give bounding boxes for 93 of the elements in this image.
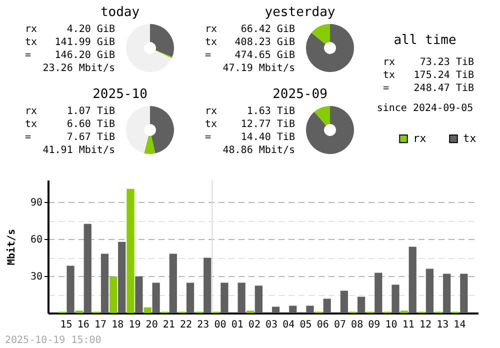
- x-tick-label: 03: [266, 320, 278, 330]
- donut-slice: [312, 24, 330, 44]
- x-tick-label: 08: [351, 320, 364, 330]
- text: = 7.67 TiB: [25, 132, 115, 143]
- x-tick-label: 18: [112, 320, 124, 330]
- text: all time: [394, 33, 456, 48]
- text: 2025-10-19 15:00: [5, 335, 102, 346]
- text: = 14.40 TiB: [205, 132, 295, 143]
- bar: [306, 306, 314, 313]
- donut-slice: [150, 106, 174, 154]
- text: rx 66.42 GiB: [205, 24, 295, 35]
- x-tick-label: 10: [385, 320, 398, 330]
- legend-label: rx: [413, 132, 427, 145]
- bar: [272, 306, 280, 313]
- bar: [426, 268, 434, 313]
- text: = 474.65 GiB: [205, 50, 295, 61]
- chart-title: yesterday: [264, 5, 336, 20]
- bar: [84, 224, 92, 313]
- bar: [323, 298, 331, 313]
- bar: [254, 286, 262, 313]
- text: tx 141.99 GiB: [25, 37, 115, 48]
- x-tick-label: 04: [282, 320, 295, 330]
- bar: [374, 272, 382, 313]
- bar: [152, 282, 160, 313]
- x-tick-label: 07: [334, 320, 346, 330]
- text: 47.19 Mbit/s: [222, 63, 295, 74]
- text: = 248.47 TiB: [383, 83, 474, 94]
- donut-slice: [150, 24, 174, 57]
- text: rx 1.07 TiB: [25, 106, 115, 117]
- bar: [392, 284, 400, 313]
- text: tx 408.23 GiB: [205, 37, 295, 48]
- text: 41.91 Mbit/s: [42, 145, 115, 156]
- donut-slice: [144, 136, 156, 154]
- bar: [204, 258, 212, 313]
- text: tx 12.77 TiB: [205, 119, 295, 130]
- x-tick-label: 20: [146, 320, 158, 330]
- text: rx 73.23 TiB: [383, 57, 474, 68]
- y-tick-label: 60: [30, 234, 42, 246]
- text: since 2024-09-05: [376, 103, 474, 114]
- text: = 146.20 GiB: [25, 50, 115, 61]
- x-tick-label: 02: [248, 320, 260, 330]
- text: 23.26 Mbit/s: [42, 63, 115, 74]
- bar: [289, 306, 297, 313]
- donut-slice: [306, 24, 354, 72]
- x-tick-label: 06: [316, 320, 329, 330]
- donut-slice: [155, 50, 172, 58]
- text: rx 4.20 GiB: [25, 24, 115, 35]
- x-tick-label: 22: [180, 320, 192, 330]
- bar: [238, 282, 246, 313]
- bar: [340, 290, 348, 313]
- donut-slice: [314, 106, 330, 126]
- bar: [144, 307, 152, 313]
- x-tick-label: 14: [454, 320, 466, 330]
- x-tick-label: 15: [60, 320, 72, 330]
- bar: [100, 254, 109, 313]
- bar: [126, 188, 134, 313]
- text: tx 6.60 TiB: [25, 119, 115, 130]
- text: 48.86 Mbit/s: [222, 145, 295, 156]
- x-tick-label: 23: [197, 320, 210, 330]
- x-tick-label: 09: [368, 320, 380, 330]
- bar: [169, 254, 177, 313]
- bar: [443, 274, 451, 313]
- donut-slice: [306, 106, 354, 154]
- bar: [408, 246, 416, 313]
- bar: [110, 276, 118, 313]
- bar: [135, 276, 143, 313]
- x-tick-label: 01: [231, 320, 244, 330]
- x-tick-label: 00: [214, 320, 226, 330]
- bar: [460, 274, 468, 313]
- bar: [357, 296, 366, 313]
- x-tick-label: 19: [128, 320, 141, 330]
- text: tx 175.24 TiB: [383, 70, 474, 81]
- y-tick-label: 90: [30, 198, 42, 209]
- donut-slice: [126, 24, 172, 72]
- x-tick-label: 13: [436, 320, 449, 330]
- x-tick-label: 05: [300, 320, 312, 330]
- chart-title: 2025-09: [272, 87, 328, 102]
- x-tick-label: 21: [162, 320, 175, 330]
- bar: [118, 242, 126, 313]
- x-tick-label: 11: [402, 320, 414, 330]
- x-tick-label: 17: [94, 320, 107, 330]
- bar: [66, 266, 74, 313]
- bar: [220, 282, 228, 313]
- x-tick-label: 12: [419, 320, 432, 330]
- donut-slice: [126, 106, 150, 154]
- y-tick-label: 30: [30, 272, 42, 283]
- legend-label: tx: [463, 132, 477, 145]
- bar: [186, 282, 194, 313]
- text: rx 1.63 TiB: [205, 106, 295, 117]
- x-tick-label: 16: [77, 320, 90, 330]
- y-axis-title: Mbit/s: [5, 228, 18, 266]
- chart-title: 2025-10: [92, 87, 148, 102]
- chart-title: today: [100, 5, 140, 20]
